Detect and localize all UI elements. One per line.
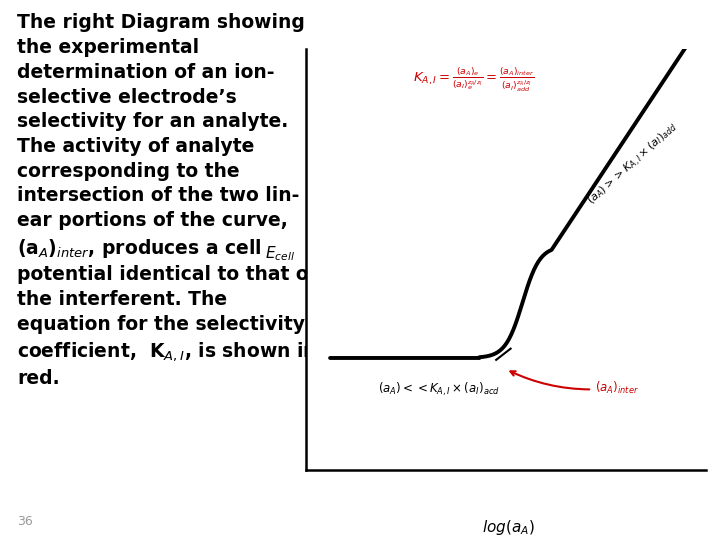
Text: $log(a_A)$: $log(a_A)$ [482,518,535,537]
Text: The right Diagram showing
the experimental
determination of an ion-
selective el: The right Diagram showing the experiment… [17,14,317,388]
Text: 36: 36 [17,515,33,528]
Text: $(a_A)_{inter}$: $(a_A)_{inter}$ [510,372,639,396]
Text: $(a_A)>>K_{A,I}\times(a_I)_{add}$: $(a_A)>>K_{A,I}\times(a_I)_{add}$ [585,120,682,208]
Text: $E_{cell}$: $E_{cell}$ [264,244,294,263]
Text: $K_{A,I} = \frac{(a_A)_e}{(a_I)_e^{z_A/z_I}} = \frac{(a_A)_{inter}}{(a_I)_{add}^: $K_{A,I} = \frac{(a_A)_e}{(a_I)_e^{z_A/z… [413,65,534,93]
Text: $(a_A)<<K_{A,I}\times(a_I)_{acd}$: $(a_A)<<K_{A,I}\times(a_I)_{acd}$ [378,380,500,398]
